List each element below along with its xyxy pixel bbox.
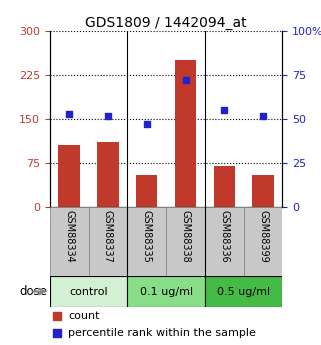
Text: 0.5 ug/ml: 0.5 ug/ml (217, 287, 270, 296)
Bar (127, 276, 205, 307)
Title: GDS1809 / 1442094_at: GDS1809 / 1442094_at (85, 16, 247, 30)
Bar (136, 175, 157, 207)
Text: percentile rank within the sample: percentile rank within the sample (68, 328, 256, 338)
Bar (50, 276, 127, 307)
Bar (50, 207, 89, 276)
Bar (252, 175, 274, 207)
Text: 0.1 ug/ml: 0.1 ug/ml (140, 287, 193, 296)
Text: GSM88338: GSM88338 (180, 210, 190, 263)
Text: GSM88337: GSM88337 (103, 210, 113, 263)
Text: control: control (69, 287, 108, 296)
Point (144, 121, 149, 127)
Bar (205, 207, 244, 276)
Point (261, 113, 266, 118)
Bar (58, 146, 80, 207)
Bar (97, 142, 118, 207)
Text: GSM88336: GSM88336 (219, 210, 229, 263)
Bar (175, 60, 196, 207)
Point (54, 330, 59, 336)
Point (222, 108, 227, 113)
Text: count: count (68, 311, 100, 321)
Bar (166, 207, 205, 276)
Point (105, 113, 110, 118)
Bar (214, 166, 235, 207)
Bar (205, 276, 282, 307)
Bar (244, 207, 282, 276)
Text: GSM88399: GSM88399 (258, 210, 268, 263)
Text: GSM88334: GSM88334 (64, 210, 74, 263)
Point (66, 111, 72, 117)
Text: dose: dose (20, 285, 48, 298)
Text: GSM88335: GSM88335 (142, 210, 152, 263)
Bar (89, 207, 127, 276)
Point (54, 313, 59, 318)
Point (183, 78, 188, 83)
Bar (127, 207, 166, 276)
